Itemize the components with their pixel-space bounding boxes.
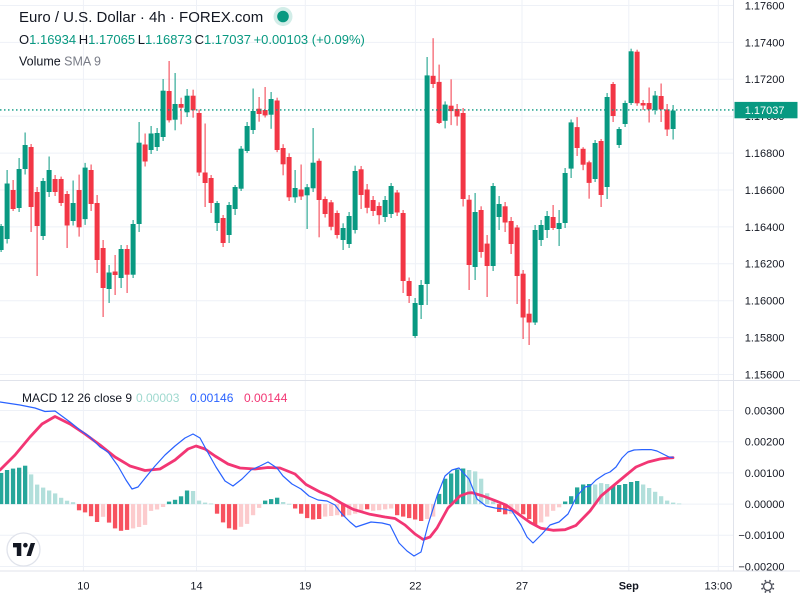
svg-text:1.16800: 1.16800 (745, 148, 785, 160)
svg-text:0.00300: 0.00300 (745, 405, 785, 417)
svg-text:Sep: Sep (619, 581, 639, 593)
svg-text:10: 10 (77, 581, 89, 593)
svg-text:1.15800: 1.15800 (745, 333, 785, 345)
svg-text:0.00200: 0.00200 (745, 437, 785, 449)
svg-text:19: 19 (299, 581, 311, 593)
svg-text:1.16600: 1.16600 (745, 185, 785, 197)
svg-text:−0.00100: −0.00100 (738, 530, 784, 542)
svg-text:0.00100: 0.00100 (745, 468, 785, 480)
svg-text:1.16200: 1.16200 (745, 259, 785, 271)
svg-text:1.17037: 1.17037 (745, 105, 785, 117)
svg-text:Volume SMA 9: Volume SMA 9 (19, 55, 101, 69)
svg-text:1.15600: 1.15600 (745, 369, 785, 381)
svg-text:22: 22 (409, 581, 421, 593)
svg-text:1.17400: 1.17400 (745, 37, 785, 49)
svg-text:1.16400: 1.16400 (745, 222, 785, 234)
svg-text:13:00: 13:00 (705, 581, 733, 593)
svg-text:14: 14 (190, 581, 202, 593)
svg-text:1.17600: 1.17600 (745, 0, 785, 12)
svg-text:1.17200: 1.17200 (745, 74, 785, 86)
svg-text:27: 27 (516, 581, 528, 593)
svg-text:1.16000: 1.16000 (745, 296, 785, 308)
svg-text:0.00144: 0.00144 (244, 391, 288, 405)
svg-text:0.00003: 0.00003 (136, 391, 180, 405)
svg-text:0.00000: 0.00000 (745, 499, 785, 511)
svg-text:MACD 12 26 close 9: MACD 12 26 close 9 (22, 391, 132, 405)
svg-text:O1.16934 H1.17065 L1.16873 C1.: O1.16934 H1.17065 L1.16873 C1.17037 +0.0… (19, 32, 365, 47)
svg-text:−0.00200: −0.00200 (738, 561, 784, 573)
svg-text:Euro / U.S. Dollar · 4h · FORE: Euro / U.S. Dollar · 4h · FOREX.com (19, 9, 263, 26)
svg-text:0.00146: 0.00146 (190, 391, 234, 405)
